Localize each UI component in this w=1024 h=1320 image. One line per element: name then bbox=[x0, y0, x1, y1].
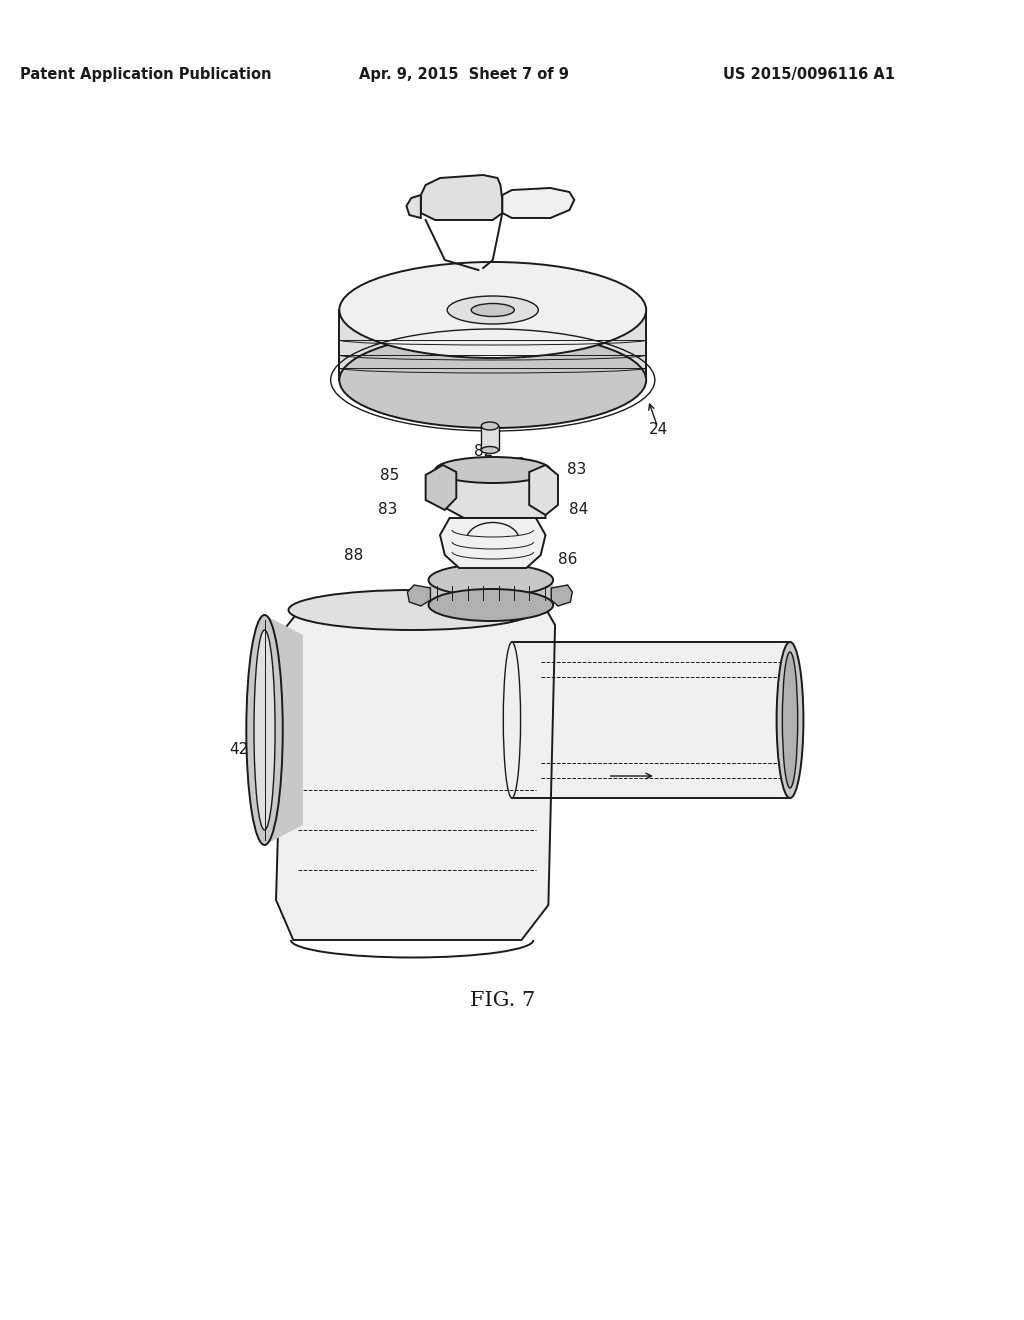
Polygon shape bbox=[529, 465, 558, 515]
Text: 82: 82 bbox=[473, 445, 493, 459]
Text: 84: 84 bbox=[569, 503, 589, 517]
Text: 86: 86 bbox=[558, 553, 578, 568]
Ellipse shape bbox=[289, 590, 536, 630]
Text: FIG. 7: FIG. 7 bbox=[470, 990, 535, 1010]
Polygon shape bbox=[264, 615, 303, 845]
Polygon shape bbox=[407, 195, 421, 218]
Ellipse shape bbox=[471, 304, 514, 317]
Polygon shape bbox=[481, 426, 499, 450]
Text: 83: 83 bbox=[378, 503, 397, 517]
Text: 83: 83 bbox=[567, 462, 587, 478]
Ellipse shape bbox=[247, 615, 283, 845]
Text: Apr. 9, 2015  Sheet 7 of 9: Apr. 9, 2015 Sheet 7 of 9 bbox=[359, 67, 569, 82]
Polygon shape bbox=[276, 601, 555, 940]
Ellipse shape bbox=[435, 457, 550, 483]
Ellipse shape bbox=[254, 630, 275, 830]
Polygon shape bbox=[512, 642, 791, 799]
Ellipse shape bbox=[481, 446, 499, 454]
Ellipse shape bbox=[447, 296, 539, 323]
Polygon shape bbox=[440, 517, 546, 568]
Polygon shape bbox=[426, 465, 457, 510]
Ellipse shape bbox=[481, 422, 499, 430]
Ellipse shape bbox=[776, 642, 804, 799]
Text: US 2015/0096116 A1: US 2015/0096116 A1 bbox=[723, 67, 895, 82]
Polygon shape bbox=[421, 176, 503, 220]
Ellipse shape bbox=[339, 261, 646, 358]
Polygon shape bbox=[551, 585, 572, 606]
Polygon shape bbox=[339, 310, 646, 380]
Polygon shape bbox=[440, 458, 546, 517]
Text: 24: 24 bbox=[649, 422, 669, 437]
Polygon shape bbox=[408, 585, 430, 606]
Polygon shape bbox=[503, 187, 574, 218]
Text: 92: 92 bbox=[404, 612, 424, 627]
Polygon shape bbox=[428, 579, 553, 605]
Ellipse shape bbox=[428, 589, 553, 620]
Ellipse shape bbox=[339, 333, 646, 428]
Ellipse shape bbox=[428, 564, 553, 597]
Text: 88: 88 bbox=[344, 548, 364, 562]
Text: 85: 85 bbox=[380, 467, 398, 483]
Text: 42: 42 bbox=[229, 742, 248, 758]
Ellipse shape bbox=[782, 652, 798, 788]
Text: Patent Application Publication: Patent Application Publication bbox=[19, 67, 271, 82]
